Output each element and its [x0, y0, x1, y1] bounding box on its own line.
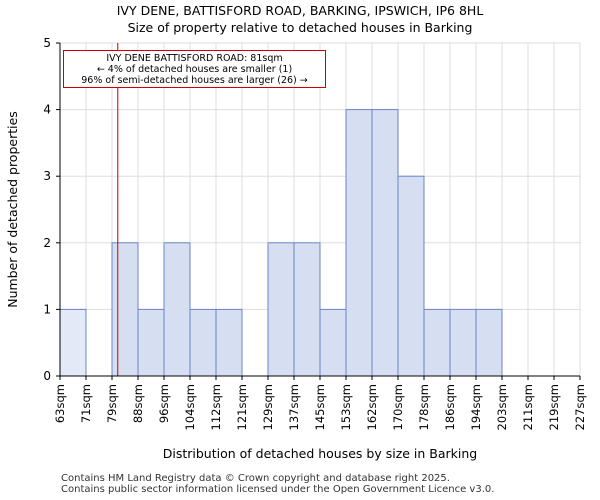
x-tick-label: 194sqm	[469, 384, 483, 430]
y-tick-label: 5	[43, 36, 51, 50]
histogram-bar	[293, 242, 321, 377]
x-tick-label: 145sqm	[313, 384, 327, 430]
x-tick-label: 104sqm	[183, 384, 197, 430]
y-axis-title: Number of detached properties	[5, 111, 20, 308]
annotation-line-1: IVY DENE BATTISFORD ROAD: 81sqm	[106, 53, 283, 64]
x-tick-label: 203sqm	[495, 384, 509, 430]
y-tick-label: 0	[43, 369, 51, 383]
histogram-bar	[475, 308, 503, 377]
x-tick-label: 162sqm	[365, 384, 379, 430]
histogram-bar	[163, 242, 191, 377]
footer-line-1: Contains HM Land Registry data © Crown c…	[61, 473, 450, 484]
x-tick-label: 137sqm	[287, 384, 301, 430]
x-tick-label: 79sqm	[105, 384, 119, 423]
x-tick-label: 88sqm	[131, 384, 145, 423]
x-axis-title: Distribution of detached houses by size …	[163, 446, 478, 461]
y-tick-label: 3	[43, 169, 51, 183]
histogram-bar	[345, 109, 373, 377]
x-tick-label: 219sqm	[547, 384, 561, 430]
histogram-chart: 0 1 2 3 4 5 63sqm 71sqm 79sqm 88sqm 96sqm 104sqm 112…	[5, 36, 587, 461]
x-tick-label: 129sqm	[261, 384, 275, 430]
y-tick-label: 2	[43, 236, 51, 250]
annotation-line-2: ← 4% of detached houses are smaller (1)	[96, 64, 293, 75]
chart-title: IVY DENE, BATTISFORD ROAD, BARKING, IPSW…	[116, 3, 484, 18]
histogram-bar	[371, 109, 399, 377]
chart-subtitle: Size of property relative to detached ho…	[127, 20, 473, 35]
histogram-bar	[397, 175, 425, 377]
histogram-bar	[59, 308, 87, 377]
x-tick-label: 63sqm	[53, 384, 67, 423]
x-tick-label: 112sqm	[209, 384, 223, 430]
x-tick-label: 170sqm	[391, 384, 405, 430]
annotation-line-3: 96% of semi-detached houses are larger (…	[81, 75, 308, 86]
histogram-bar	[189, 308, 217, 377]
histogram-bar	[215, 308, 243, 377]
x-tick-label: 227sqm	[573, 384, 587, 430]
property-annotation-box: IVY DENE BATTISFORD ROAD: 81sqm ← 4% of …	[63, 50, 326, 88]
x-tick-label: 186sqm	[443, 384, 457, 430]
y-tick-label: 1	[43, 302, 51, 316]
x-tick-label: 153sqm	[339, 384, 353, 430]
histogram-bar	[423, 308, 451, 377]
y-tick-label: 4	[43, 103, 51, 117]
histogram-bar	[449, 308, 477, 377]
histogram-bar	[319, 308, 347, 377]
histogram-bar	[111, 242, 139, 377]
footer-line-2: Contains public sector information licen…	[61, 484, 495, 495]
x-tick-label: 96sqm	[157, 384, 171, 423]
histogram-bar	[137, 308, 165, 377]
x-tick-label: 211sqm	[521, 384, 535, 430]
histogram-bar	[267, 242, 295, 377]
x-tick-label: 121sqm	[235, 384, 249, 430]
x-tick-label: 71sqm	[79, 384, 93, 423]
x-tick-label: 178sqm	[417, 384, 431, 430]
